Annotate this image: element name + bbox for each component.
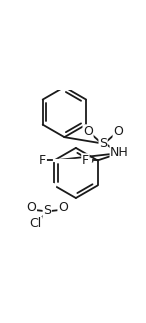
Text: F: F (39, 154, 46, 167)
Text: S: S (43, 204, 51, 217)
Text: F: F (82, 154, 89, 167)
Text: S: S (99, 137, 107, 150)
Text: O: O (83, 125, 93, 138)
Text: O: O (58, 201, 68, 214)
Text: NH: NH (110, 146, 129, 159)
Text: O: O (27, 201, 36, 214)
Text: O: O (113, 125, 123, 138)
Text: Cl: Cl (30, 217, 42, 230)
